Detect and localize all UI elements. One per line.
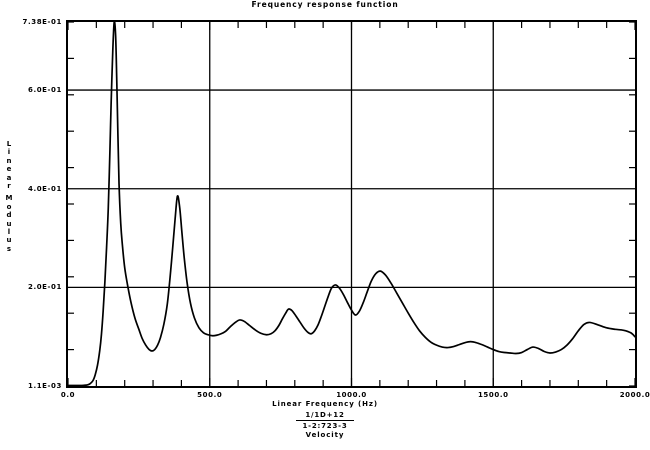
plot-area <box>66 20 637 388</box>
gridlines <box>68 22 635 386</box>
y-axis-title-char: u <box>6 219 12 228</box>
y-axis-title-char: i <box>7 148 11 157</box>
footer-annotation: 1/1D+12 1-2:723-3 Velocity <box>0 411 650 441</box>
data-series-curve <box>68 22 635 386</box>
y-axis-title-char: n <box>6 156 12 165</box>
axis-ticks <box>68 22 635 386</box>
y-tick-label: 4.0E-01 <box>27 184 62 193</box>
y-tick-label: 2.0E-01 <box>27 283 62 292</box>
fraction-bar <box>296 420 354 421</box>
x-axis-title: Linear Frequency (Hz) <box>272 400 378 408</box>
y-axis-title-char: r <box>7 182 11 191</box>
y-axis-title-char: M <box>5 194 13 203</box>
y-axis-title-char: a <box>6 173 12 182</box>
y-axis-title-char: e <box>6 165 12 174</box>
x-tick-label: 1500.0 <box>477 391 509 399</box>
y-tick-label: 7.38E-01 <box>22 18 62 26</box>
y-axis-title-char: u <box>6 236 12 245</box>
y-axis-title-char: s <box>6 244 12 253</box>
y-axis-title-char: l <box>7 228 11 237</box>
x-tick-label: 0.0 <box>60 391 76 399</box>
fraction-denominator: 1-2:723-3 <box>302 422 348 430</box>
fraction-numerator: 1/1D+12 <box>305 411 345 419</box>
y-axis-title-char: o <box>6 202 12 211</box>
y-axis-title-char: L <box>6 140 12 148</box>
plot-inner <box>68 22 635 386</box>
scale-fraction: 1/1D+12 1-2:723-3 Velocity <box>296 411 354 439</box>
x-tick-label: 1000.0 <box>336 391 367 399</box>
chart-title: Frequency response function <box>251 0 399 9</box>
plot-svg <box>68 22 635 386</box>
unit-label: Velocity <box>305 431 345 439</box>
y-tick-label: 1.1E-03 <box>27 382 62 390</box>
x-tick-label: 2000.0 <box>619 391 650 399</box>
y-tick-label: 6.0E-01 <box>27 86 62 95</box>
x-tick-label: 500.0 <box>197 391 223 399</box>
y-axis-title-char: d <box>6 211 12 220</box>
